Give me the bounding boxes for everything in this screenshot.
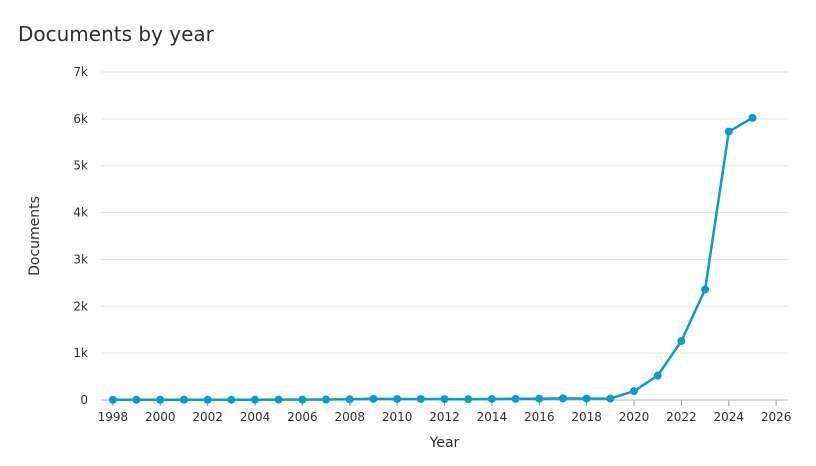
x-tick-label: 2002 <box>192 410 223 424</box>
x-tick-label: 2000 <box>145 410 176 424</box>
data-point[interactable] <box>393 394 402 403</box>
data-point[interactable] <box>748 113 757 122</box>
x-tick-label: 2024 <box>714 410 745 424</box>
data-point[interactable] <box>369 394 378 403</box>
data-point[interactable] <box>250 395 259 404</box>
x-tick-label: 2016 <box>524 410 555 424</box>
x-tick-label: 1998 <box>98 410 129 424</box>
x-tick-label: 2006 <box>287 410 318 424</box>
y-axis-label: Documents <box>27 196 43 276</box>
x-tick-label: 2004 <box>240 410 271 424</box>
data-point[interactable] <box>464 395 473 404</box>
y-tick-label: 7k <box>73 65 88 79</box>
data-point[interactable] <box>677 336 686 345</box>
data-point[interactable] <box>440 395 449 404</box>
x-axis-ticks: 1998 2000 2002 2004 2006 2008 2010 2012 2014 2016… <box>98 400 792 424</box>
data-point[interactable] <box>345 395 354 404</box>
data-point[interactable] <box>630 387 639 396</box>
data-point[interactable] <box>322 395 331 404</box>
data-point[interactable] <box>582 394 591 403</box>
chart-title: Documents by year <box>18 22 214 46</box>
x-tick-label: 2026 <box>761 410 792 424</box>
data-point[interactable] <box>179 395 188 404</box>
data-point[interactable] <box>558 394 567 403</box>
data-point[interactable] <box>203 395 212 404</box>
data-point[interactable] <box>701 285 710 294</box>
x-tick-label: 2020 <box>619 410 650 424</box>
data-point[interactable] <box>298 395 307 404</box>
y-tick-label: 2k <box>73 299 88 313</box>
data-point[interactable] <box>487 394 496 403</box>
y-tick-label: 4k <box>73 206 88 220</box>
x-tick-label: 2022 <box>666 410 697 424</box>
x-tick-label: 2018 <box>571 410 602 424</box>
gridlines <box>101 71 788 354</box>
y-tick-label: 3k <box>73 252 88 266</box>
data-point[interactable] <box>416 394 425 403</box>
data-points <box>108 113 757 404</box>
series-line <box>112 116 754 402</box>
x-tick-label: 2012 <box>429 410 460 424</box>
data-point[interactable] <box>227 395 236 404</box>
data-point[interactable] <box>606 394 615 403</box>
data-point[interactable] <box>156 395 165 404</box>
y-tick-label: 5k <box>73 159 88 173</box>
x-axis-label: Year <box>429 435 460 451</box>
data-point[interactable] <box>108 395 117 404</box>
x-tick-label: 2008 <box>334 410 365 424</box>
y-tick-label: 6k <box>73 112 88 126</box>
data-point[interactable] <box>535 394 544 403</box>
y-axis-ticks: 0 1k 2k 3k 4k 5k 6k 7k <box>73 65 88 407</box>
data-point[interactable] <box>132 395 141 404</box>
x-tick-label: 2014 <box>477 410 508 424</box>
y-tick-label: 1k <box>73 346 88 360</box>
y-tick-label: 0 <box>80 393 88 407</box>
x-tick-label: 2010 <box>382 410 413 424</box>
data-point[interactable] <box>653 371 662 380</box>
data-point[interactable] <box>511 394 520 403</box>
data-point[interactable] <box>274 395 283 404</box>
data-point[interactable] <box>724 127 733 136</box>
